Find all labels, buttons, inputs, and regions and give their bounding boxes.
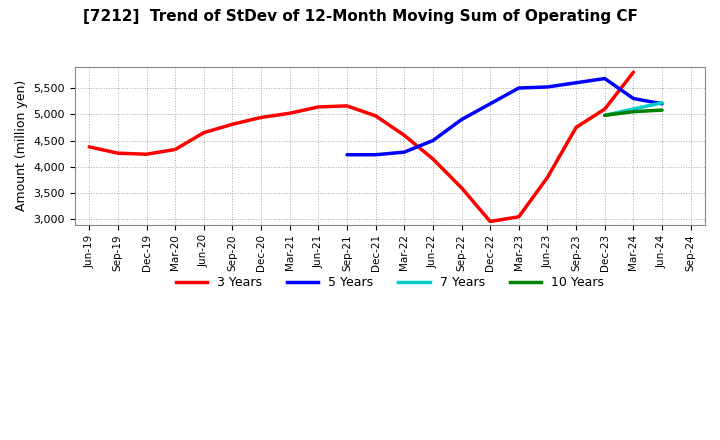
7 Years	[629, 106, 638, 112]
3 Years	[400, 133, 408, 138]
3 Years	[343, 103, 351, 109]
5 Years	[343, 152, 351, 158]
Legend: 3 Years, 5 Years, 7 Years, 10 Years: 3 Years, 5 Years, 7 Years, 10 Years	[171, 271, 609, 294]
5 Years	[515, 85, 523, 91]
5 Years	[572, 80, 580, 85]
10 Years	[629, 109, 638, 114]
5 Years	[400, 150, 408, 155]
3 Years	[142, 151, 150, 157]
7 Years	[600, 113, 609, 118]
3 Years	[114, 150, 122, 156]
3 Years	[629, 70, 638, 75]
3 Years	[600, 106, 609, 112]
3 Years	[572, 125, 580, 130]
Y-axis label: Amount (million yen): Amount (million yen)	[15, 80, 28, 212]
3 Years	[372, 113, 380, 118]
5 Years	[372, 152, 380, 158]
5 Years	[600, 76, 609, 81]
3 Years	[199, 130, 208, 136]
3 Years	[486, 219, 495, 224]
Text: [7212]  Trend of StDev of 12-Month Moving Sum of Operating CF: [7212] Trend of StDev of 12-Month Moving…	[83, 9, 637, 24]
3 Years	[543, 175, 552, 180]
5 Years	[543, 84, 552, 90]
3 Years	[171, 147, 179, 152]
Line: 3 Years: 3 Years	[89, 72, 634, 221]
5 Years	[428, 138, 437, 143]
5 Years	[657, 101, 666, 106]
Line: 10 Years: 10 Years	[605, 110, 662, 115]
3 Years	[515, 214, 523, 220]
3 Years	[285, 110, 294, 116]
3 Years	[428, 156, 437, 161]
10 Years	[600, 113, 609, 118]
3 Years	[314, 104, 323, 110]
3 Years	[228, 121, 237, 127]
3 Years	[257, 115, 266, 120]
5 Years	[457, 117, 466, 122]
3 Years	[457, 185, 466, 191]
Line: 7 Years: 7 Years	[605, 103, 662, 115]
3 Years	[85, 144, 94, 150]
7 Years	[657, 100, 666, 105]
5 Years	[629, 96, 638, 101]
10 Years	[657, 107, 666, 113]
5 Years	[486, 101, 495, 106]
Line: 5 Years: 5 Years	[347, 79, 662, 155]
